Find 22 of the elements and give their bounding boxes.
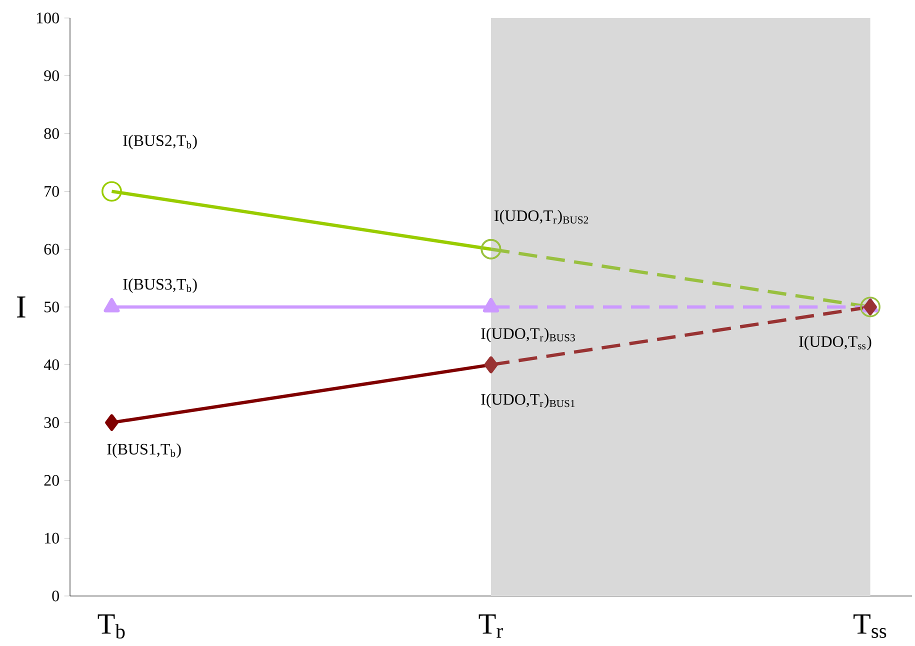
x-tick-label: T$_{b}$ <box>98 614 125 639</box>
annotation: I(UDO,T$_{r}$)$_{BUS2}$ <box>494 210 588 224</box>
y-tick-label: 100 <box>37 12 59 24</box>
x-tick-label: T$_{r}$ <box>478 614 503 638</box>
y-tick-label: 50 <box>44 302 59 312</box>
y-axis-title: I <box>16 296 26 318</box>
annotation: I(BUS2,T$_{b}$) <box>123 134 197 150</box>
annotation: I(UDO,T$_{ss}$) <box>799 336 872 350</box>
y-tick-label: 80 <box>44 128 59 139</box>
annotation: I(BUS3,T$_{b}$) <box>123 278 197 293</box>
y-tick-label: 0 <box>52 590 59 602</box>
y-tick-label: 40 <box>44 359 59 370</box>
y-tick-label: 30 <box>44 417 59 428</box>
y-tick-label: 70 <box>44 186 59 197</box>
y-tick-label: 20 <box>44 474 59 486</box>
x-tick-label: T$_{ss}$ <box>854 614 886 638</box>
annotation: I(UDO,T$_{r}$)$_{BUS1}$ <box>481 394 575 408</box>
annotation: I(UDO,T$_{r}$)$_{BUS3}$ <box>481 328 575 342</box>
y-tick-label: 60 <box>44 244 59 255</box>
y-tick-label: 90 <box>44 70 59 82</box>
y-tick-label: 10 <box>45 532 59 544</box>
annotation: I(BUS1,T$_{b}$) <box>107 443 181 458</box>
